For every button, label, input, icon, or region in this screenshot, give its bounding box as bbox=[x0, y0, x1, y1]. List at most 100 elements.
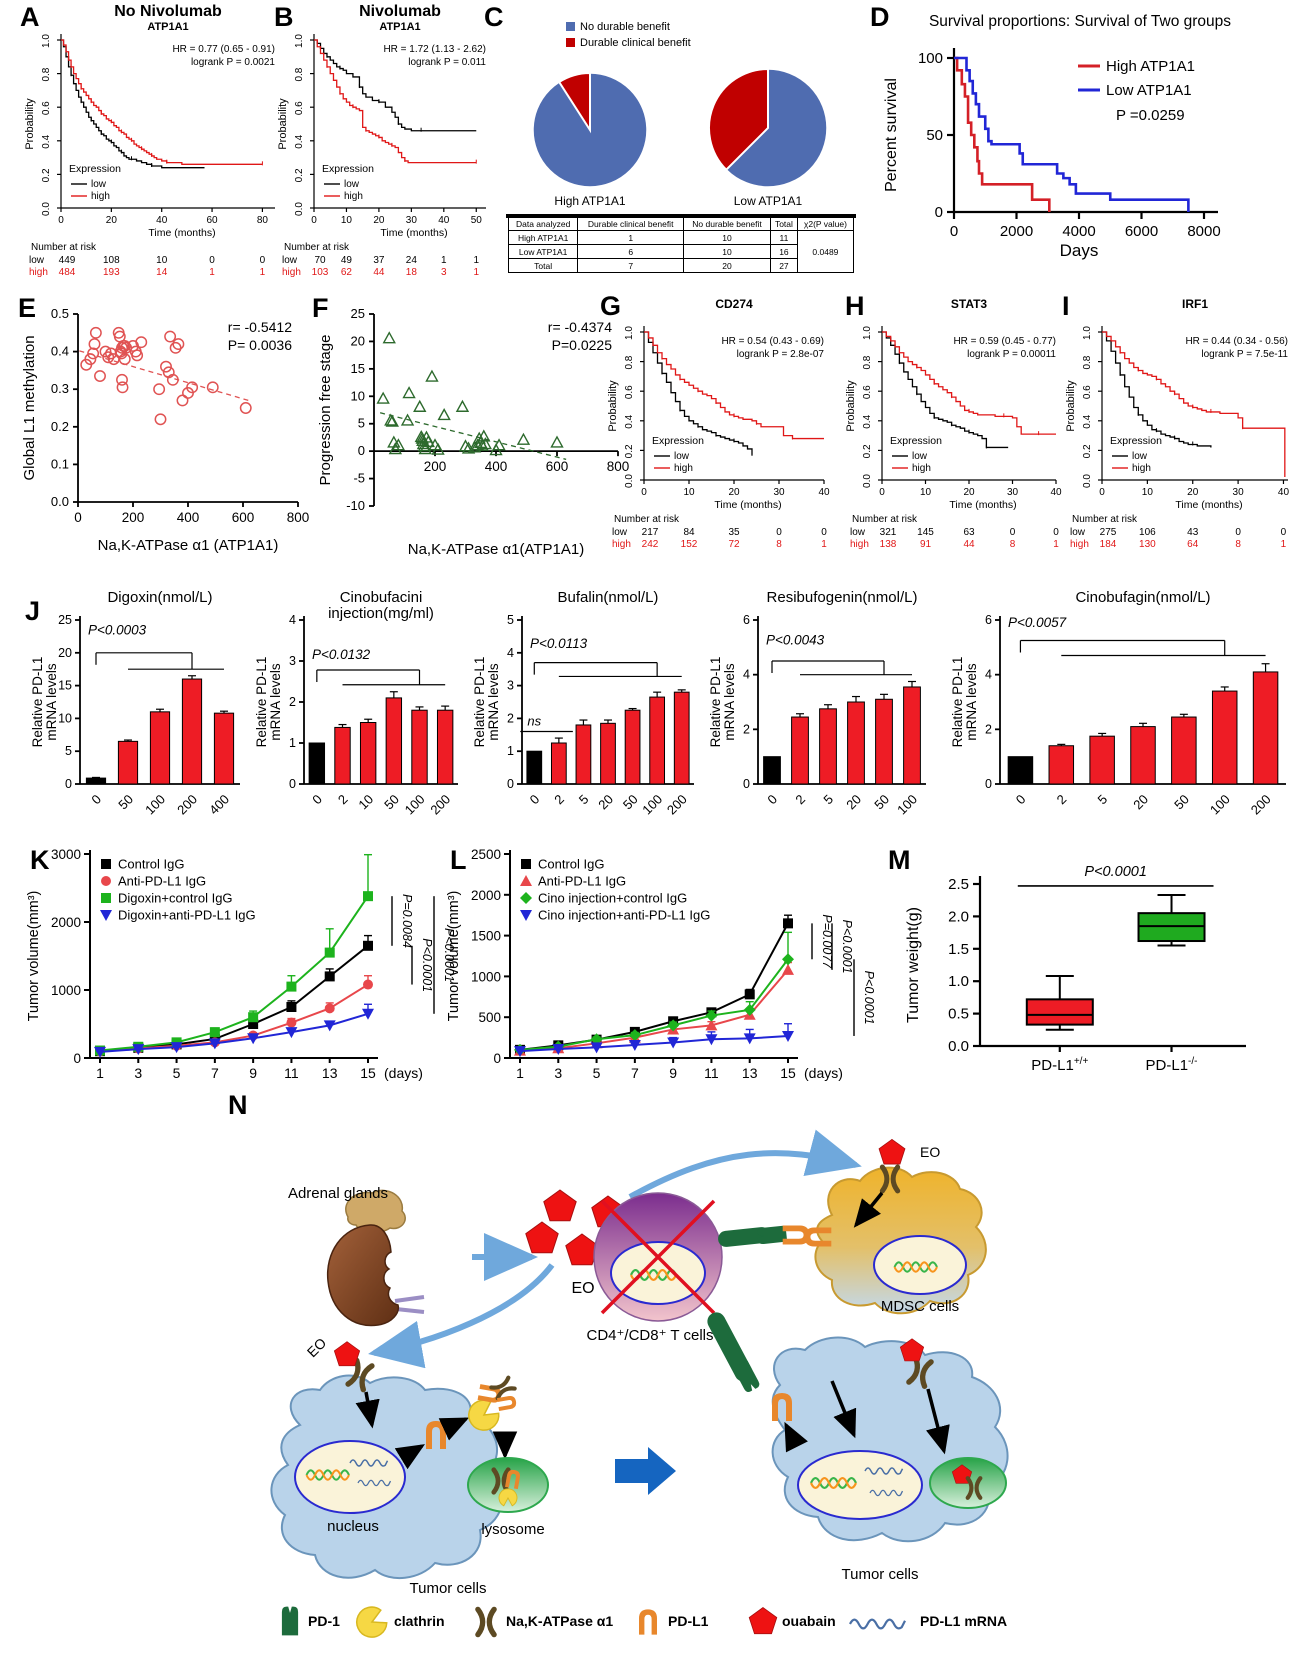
svg-text:0.4: 0.4 bbox=[51, 344, 69, 359]
svg-text:0: 0 bbox=[507, 777, 514, 791]
svg-text:500: 500 bbox=[478, 1010, 501, 1025]
panel-label-M: M bbox=[888, 845, 911, 875]
svg-text:30: 30 bbox=[773, 487, 785, 498]
svg-text:184: 184 bbox=[1100, 539, 1117, 550]
svg-text:low: low bbox=[29, 255, 45, 266]
svg-text:6: 6 bbox=[985, 613, 992, 627]
arrow-eo-mdsc bbox=[628, 1129, 862, 1200]
svg-text:r= -0.5412: r= -0.5412 bbox=[228, 319, 292, 335]
bar-resibufogenin: Resibufogenin(nmol/L) 0 2 4 6 Relative PD-L1 m… bbox=[706, 586, 936, 848]
svg-text:103: 103 bbox=[312, 267, 329, 278]
svg-text:P =0.0259: P =0.0259 bbox=[1116, 107, 1185, 124]
clathrin-legend-label: clathrin bbox=[394, 1613, 445, 1629]
svg-text:100: 100 bbox=[142, 792, 168, 818]
svg-text:62: 62 bbox=[341, 267, 353, 278]
line-digoxin-tumor: 0 1000 2000 3000 Tumor volume(mm³) 1 3 5 7 9 11 13 1… bbox=[22, 840, 460, 1102]
mechanism-diagram: Adrenal glands EO EO nucleus lysosome Tu… bbox=[220, 1085, 1302, 1650]
svg-text:800: 800 bbox=[287, 510, 310, 525]
svg-text:P<0.0113: P<0.0113 bbox=[530, 636, 588, 651]
svg-text:1: 1 bbox=[260, 267, 266, 278]
svg-text:low: low bbox=[1132, 451, 1148, 462]
svg-text:80: 80 bbox=[257, 215, 269, 226]
svg-text:Na,K-ATPase α1 (ATP1A1): Na,K-ATPase α1 (ATP1A1) bbox=[98, 537, 279, 554]
svg-text:P<0.0043: P<0.0043 bbox=[766, 633, 825, 648]
svg-text:Time (months): Time (months) bbox=[148, 227, 215, 239]
svg-text:50: 50 bbox=[115, 792, 136, 813]
bar-bufalin: Bufalin(nmol/L) 0 1 2 3 4 5 Relative PD-L1 mRNA … bbox=[470, 586, 704, 848]
mdsc-label: MDSC cells bbox=[881, 1298, 959, 1315]
svg-text:Tumor volume(mm³): Tumor volume(mm³) bbox=[26, 891, 42, 1022]
svg-text:No durable benefit: No durable benefit bbox=[580, 21, 670, 33]
svg-text:0.0: 0.0 bbox=[51, 494, 69, 509]
svg-text:Resibufogenin(nmol/L): Resibufogenin(nmol/L) bbox=[767, 589, 918, 606]
svg-text:P=0.0225: P=0.0225 bbox=[552, 337, 613, 353]
svg-text:1000: 1000 bbox=[471, 969, 501, 984]
svg-text:0.8: 0.8 bbox=[1082, 355, 1093, 369]
svg-text:high: high bbox=[91, 191, 110, 202]
svg-text:11: 11 bbox=[284, 1065, 299, 1081]
svg-text:0: 0 bbox=[776, 527, 782, 538]
svg-text:40: 40 bbox=[438, 215, 450, 226]
svg-text:0: 0 bbox=[209, 255, 215, 266]
svg-text:10: 10 bbox=[58, 711, 72, 725]
panel-J3-svg: Bufalin(nmol/L) 0 1 2 3 4 5 Relative PD-L1 mRNA … bbox=[472, 589, 694, 818]
svg-text:Low ATP1A1: Low ATP1A1 bbox=[734, 194, 803, 208]
svg-text:HR = 0.59 (0.45 - 0.77): HR = 0.59 (0.45 - 0.77) bbox=[953, 336, 1056, 347]
ouabain-legend-label: ouabain bbox=[782, 1613, 836, 1629]
svg-text:1: 1 bbox=[507, 744, 514, 758]
svg-text:(days): (days) bbox=[804, 1065, 843, 1081]
svg-text:4: 4 bbox=[743, 668, 750, 682]
pdl1-icon bbox=[639, 1609, 657, 1635]
svg-text:0.3: 0.3 bbox=[51, 381, 69, 396]
svg-text:800: 800 bbox=[607, 459, 630, 474]
svg-text:2000: 2000 bbox=[51, 915, 81, 930]
svg-text:20: 20 bbox=[1130, 792, 1151, 813]
svg-text:high: high bbox=[282, 267, 301, 278]
svg-text:1: 1 bbox=[473, 255, 479, 266]
svg-text:10: 10 bbox=[355, 792, 376, 813]
svg-text:0.5: 0.5 bbox=[51, 306, 69, 321]
svg-text:0: 0 bbox=[1099, 487, 1105, 498]
svg-text:1000: 1000 bbox=[51, 983, 81, 998]
svg-text:HR = 0.54 (0.43 - 0.69): HR = 0.54 (0.43 - 0.69) bbox=[721, 336, 824, 347]
svg-text:50: 50 bbox=[871, 792, 892, 813]
svg-text:15: 15 bbox=[360, 1065, 376, 1081]
svg-text:13: 13 bbox=[322, 1065, 338, 1081]
svg-text:0: 0 bbox=[88, 792, 104, 808]
svg-text:0.0: 0.0 bbox=[948, 1038, 969, 1055]
svg-text:mRNA levels: mRNA levels bbox=[964, 663, 979, 741]
svg-text:108: 108 bbox=[103, 255, 120, 266]
panel-F-svg: -10 -5 0 5 10 15 20 25 200 400 600 800 Progression f… bbox=[317, 306, 630, 558]
svg-text:Survival proportions: Survival: Survival proportions: Survival of Two gr… bbox=[929, 13, 1231, 30]
svg-text:mRNA levels: mRNA levels bbox=[268, 663, 283, 741]
svg-text:0: 0 bbox=[1053, 527, 1059, 538]
svg-text:0.2: 0.2 bbox=[51, 419, 69, 434]
svg-text:P<0.0003: P<0.0003 bbox=[88, 622, 147, 637]
svg-text:20: 20 bbox=[373, 215, 385, 226]
svg-text:3: 3 bbox=[554, 1065, 562, 1081]
svg-text:0: 0 bbox=[493, 1051, 501, 1066]
svg-text:high: high bbox=[1070, 539, 1089, 550]
svg-text:20: 20 bbox=[351, 333, 365, 348]
svg-text:20: 20 bbox=[728, 487, 740, 498]
svg-text:Number at risk: Number at risk bbox=[31, 242, 97, 253]
svg-text:Probability: Probability bbox=[277, 98, 289, 150]
svg-text:100: 100 bbox=[639, 792, 665, 818]
svg-text:40: 40 bbox=[1050, 487, 1062, 498]
km-cd274: CD274 HR = 0.54 (0.43 - 0.69) logrank P = … bbox=[598, 292, 836, 560]
svg-text:low: low bbox=[91, 179, 107, 190]
svg-text:5: 5 bbox=[1095, 792, 1111, 808]
svg-text:Probability: Probability bbox=[607, 380, 619, 432]
svg-text:2: 2 bbox=[743, 722, 750, 736]
svg-text:Control IgG: Control IgG bbox=[538, 857, 604, 872]
svg-text:Expression: Expression bbox=[890, 435, 942, 447]
svg-text:0: 0 bbox=[74, 510, 82, 525]
svg-text:Relative PD-L1: Relative PD-L1 bbox=[254, 657, 269, 748]
adrenal-label: Adrenal glands bbox=[288, 1185, 388, 1202]
panel-I-svg: IRF1 HR = 0.44 (0.34 - 0.56) logrank P = 7… bbox=[1065, 297, 1289, 550]
svg-text:high: high bbox=[674, 463, 693, 474]
svg-text:2500: 2500 bbox=[471, 847, 501, 862]
line-cino-tumor: 0 500 1000 1500 2000 2500 Tumor volume(mm³) 1 3 5… bbox=[442, 840, 880, 1102]
svg-text:0.4: 0.4 bbox=[41, 134, 52, 148]
svg-text:5: 5 bbox=[65, 744, 72, 758]
